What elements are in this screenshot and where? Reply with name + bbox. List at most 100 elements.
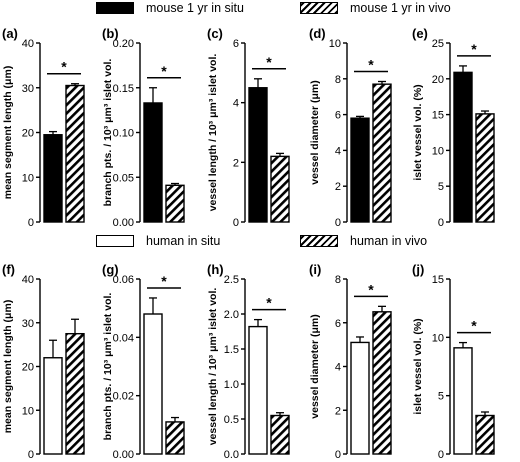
y-tick-label: 0 — [335, 449, 341, 461]
panel-d: (d) 0 2 4 6 8 10 vessel diameter (μm) * — [309, 26, 392, 229]
panel-label: (i) — [309, 262, 321, 277]
significance-star: * — [161, 63, 167, 79]
y-tick-label: 20 — [22, 128, 34, 140]
y-axis-title: branch pts. / 10³ μm³ islet vol. — [102, 293, 114, 441]
y-tick-label: 2.5 — [224, 274, 239, 286]
y-axis-title: islet vessel vol. (%) — [412, 318, 424, 414]
y-tick-label: 0 — [28, 449, 34, 461]
legend-label: mouse 1 yr in vivo — [350, 1, 451, 15]
y-tick-label: 0 — [233, 217, 239, 229]
y-tick-label: 0.20 — [113, 38, 134, 50]
legend-label: human in situ — [146, 234, 221, 248]
bar-in-vivo — [65, 84, 85, 223]
bar-in-vivo — [372, 311, 392, 455]
significance-star: * — [266, 295, 272, 311]
bar-in-vivo — [372, 83, 392, 223]
legend-swatch-hatched — [300, 2, 338, 14]
y-tick-label: 20 — [432, 74, 444, 86]
bar-in-vivo — [165, 421, 185, 455]
panel-e: (e) 0 5 10 15 20 25 islet vessel vol. (%) * — [412, 26, 495, 229]
bar-in-situ — [143, 102, 163, 223]
bar-in-situ — [453, 71, 473, 223]
y-tick-label: 15 — [432, 274, 444, 286]
y-tick-label: 1.5 — [224, 344, 239, 356]
y-tick-label: 6 — [335, 110, 341, 122]
y-tick-label: 2.0 — [224, 309, 239, 321]
y-tick-label: 0.00 — [113, 449, 134, 461]
y-tick-label: 10 — [432, 332, 444, 344]
bar-in-vivo — [475, 113, 495, 223]
panel-label: (h) — [207, 262, 224, 277]
y-tick-label: 0.10 — [113, 128, 134, 140]
bar-in-situ — [350, 117, 370, 223]
y-tick-label: 0.0 — [224, 449, 239, 461]
y-tick-label: 40 — [22, 38, 34, 50]
y-tick-label: 2 — [335, 181, 341, 193]
y-tick-label: 0.5 — [224, 414, 239, 426]
legend-human-in-vivo: human in vivo — [300, 234, 427, 248]
panel-label: (g) — [102, 262, 119, 277]
bar-in-situ — [248, 325, 268, 455]
bar-in-situ — [350, 341, 370, 455]
y-tick-label: 0.00 — [113, 217, 134, 229]
y-tick-label: 0.02 — [113, 391, 134, 403]
panel-label: (f) — [2, 262, 15, 277]
panel-g: (g) 0.00 0.02 0.04 0.06 branch pts. / 10³ μm³… — [102, 262, 185, 461]
y-axis-title: mean segment length (μm) — [2, 66, 14, 200]
panel-b: (b) 0.00 0.05 0.10 0.15 0.20 branch pts. / 10³… — [102, 26, 185, 229]
bar-in-vivo — [475, 414, 495, 455]
y-tick-label: 8 — [335, 74, 341, 86]
significance-star: * — [266, 54, 272, 70]
y-tick-label: 10 — [329, 38, 341, 50]
y-tick-label: 0 — [438, 217, 444, 229]
y-tick-label: 0 — [438, 449, 444, 461]
y-tick-label: 25 — [432, 38, 444, 50]
bar-in-vivo — [270, 155, 290, 223]
y-tick-label: 30 — [22, 318, 34, 330]
bar-in-situ — [248, 87, 268, 223]
y-tick-label: 0.06 — [113, 274, 134, 286]
y-tick-label: 20 — [22, 362, 34, 374]
panel-label: (c) — [207, 26, 223, 41]
panel-j: (j) 0 5 10 15 islet vessel vol. (%) * — [412, 262, 495, 461]
panel-c: (c) 0 2 4 6 vessel length / 10³ μm³ islet vol… — [207, 26, 290, 229]
legend-human-in-situ: human in situ — [96, 234, 220, 248]
y-axis-title: mean segment length (μm) — [2, 300, 14, 434]
y-tick-label: 0 — [28, 217, 34, 229]
y-axis-title: islet vessel vol. (%) — [412, 84, 424, 180]
bar-in-situ — [143, 313, 163, 455]
legend-label: mouse 1 yr in situ — [146, 1, 244, 15]
legend-swatch-open — [96, 235, 134, 247]
y-tick-label: 2 — [233, 157, 239, 169]
panel-i: (i) 0 2 4 6 8 vessel diameter (μm) * — [309, 262, 392, 461]
bar-in-situ — [43, 357, 63, 455]
y-tick-label: 10 — [22, 172, 34, 184]
y-tick-label: 0.04 — [113, 332, 134, 344]
panel-f: (f) 0 10 20 30 40 mean segment length (μm) — [2, 262, 85, 461]
y-tick-label: 6 — [335, 318, 341, 330]
y-tick-label: 2 — [335, 405, 341, 417]
legend-mouse-in-situ: mouse 1 yr in situ — [96, 1, 244, 15]
significance-star: * — [61, 59, 67, 75]
y-tick-label: 15 — [432, 110, 444, 122]
panel-label: (a) — [2, 26, 18, 41]
legend-swatch-hatched — [300, 235, 338, 247]
y-axis-title: vessel length / 10³ μm³ islet vol. — [207, 54, 219, 212]
bar-in-situ — [453, 347, 473, 455]
y-axis-title: branch pts. / 10³ μm³ islet vol. — [102, 59, 114, 207]
y-tick-label: 10 — [432, 145, 444, 157]
y-axis-title: vessel diameter (μm) — [309, 80, 321, 184]
y-tick-label: 6 — [233, 38, 239, 50]
legend-swatch-solid — [96, 2, 134, 14]
y-tick-label: 4 — [335, 145, 341, 157]
y-tick-label: 0.15 — [113, 83, 134, 95]
significance-star: * — [471, 41, 477, 57]
y-tick-label: 40 — [22, 274, 34, 286]
significance-star: * — [161, 273, 167, 289]
y-axis-title: vessel diameter (μm) — [309, 314, 321, 418]
panel-h: (h) 0.0 0.5 1.0 1.5 2.0 2.5 vessel length / 10³… — [207, 262, 290, 461]
panel-label: (e) — [412, 26, 428, 41]
legend-mouse-in-vivo: mouse 1 yr in vivo — [300, 1, 451, 15]
y-tick-label: 1.0 — [224, 379, 239, 391]
